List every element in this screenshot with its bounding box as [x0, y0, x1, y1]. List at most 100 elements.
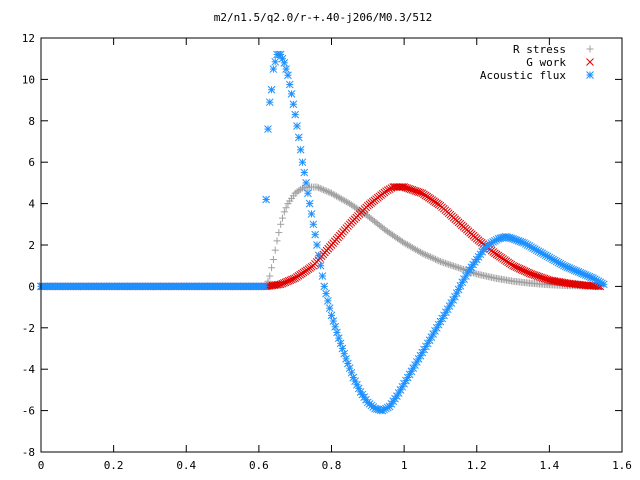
series-g-work: [37, 183, 605, 291]
data-point: [271, 246, 279, 254]
data-point: [460, 265, 468, 273]
legend-marker: [586, 45, 594, 53]
data-point: [313, 241, 321, 249]
data-point: [448, 262, 456, 270]
data-point: [298, 158, 307, 167]
data-point: [266, 272, 274, 280]
x-tick-label: 0.4: [176, 459, 196, 472]
x-tick-label: 1.6: [612, 459, 632, 472]
data-point: [321, 186, 329, 194]
y-tick-label: 12: [22, 32, 35, 45]
data-point: [458, 265, 466, 273]
data-point: [385, 185, 394, 193]
data-point: [336, 339, 345, 348]
data-point: [295, 187, 303, 195]
data-point: [423, 252, 431, 260]
x-tick-label: 1: [401, 459, 408, 472]
chart-title: m2/n1.5/q2.0/r-+.40-j206/M0.3/512: [214, 11, 433, 24]
y-tick-label: -4: [22, 363, 36, 376]
data-point: [427, 253, 435, 261]
data-point: [291, 110, 300, 119]
x-tick-label: 1.4: [539, 459, 559, 472]
data-point: [349, 373, 358, 382]
data-point: [438, 258, 446, 266]
x-tick-label: 0.8: [322, 459, 342, 472]
x-tick-label: 0.2: [104, 459, 124, 472]
data-point: [296, 145, 305, 154]
data-point: [284, 71, 292, 80]
x-tick-label: 0.6: [249, 459, 269, 472]
data-point: [269, 65, 278, 73]
data-point: [294, 133, 303, 142]
data-point: [436, 258, 444, 266]
data-point: [324, 297, 332, 305]
data-point: [599, 280, 608, 289]
data-point: [314, 251, 323, 260]
data-point: [319, 186, 327, 194]
y-tick-label: 8: [28, 115, 35, 128]
plot-frame: [40, 37, 623, 453]
y-tick-label: -6: [22, 405, 35, 418]
data-series: [37, 50, 608, 415]
data-point: [362, 395, 370, 404]
data-point: [418, 249, 426, 257]
data-point: [417, 248, 425, 256]
data-point: [569, 265, 577, 274]
data-point: [285, 80, 294, 89]
data-point: [440, 259, 448, 267]
data-point: [271, 57, 280, 66]
y-tick-label: 10: [22, 73, 35, 86]
data-point: [268, 264, 276, 272]
data-point: [318, 185, 326, 193]
data-point: [282, 65, 290, 73]
data-point: [325, 304, 334, 312]
data-point: [451, 263, 459, 271]
data-point: [277, 220, 285, 228]
data-point: [275, 229, 283, 237]
data-point: [382, 187, 390, 196]
data-point: [282, 204, 290, 212]
data-point: [278, 54, 287, 63]
legend-label: G work: [526, 56, 566, 69]
data-point: [428, 254, 436, 262]
y-tick-label: -2: [22, 322, 35, 335]
legend-label: R stress: [513, 43, 566, 56]
data-point: [315, 184, 323, 192]
data-point: [278, 214, 286, 222]
data-point: [265, 98, 274, 107]
data-point: [451, 292, 459, 301]
data-point: [455, 264, 463, 272]
legend-marker: [586, 71, 594, 79]
legend-label: Acoustic flux: [480, 69, 566, 82]
data-point: [331, 322, 339, 331]
data-point: [422, 251, 430, 259]
y-tick-label: 0: [28, 280, 35, 293]
data-point: [431, 255, 439, 263]
data-point: [273, 237, 281, 245]
legend-marker: [586, 58, 594, 66]
data-point: [302, 179, 310, 187]
series-acoustic-flux: [37, 50, 608, 415]
data-point: [322, 289, 330, 298]
data-point: [305, 199, 314, 208]
data-point: [291, 189, 299, 197]
data-point: [280, 208, 288, 216]
data-point: [267, 85, 276, 94]
data-point: [541, 251, 550, 260]
data-point: [280, 58, 289, 67]
data-point: [435, 257, 443, 265]
data-point: [318, 272, 327, 280]
data-point: [293, 122, 301, 130]
data-point: [289, 100, 298, 109]
data-point: [309, 220, 318, 229]
y-tick-label: 6: [28, 156, 35, 169]
data-point: [304, 189, 312, 198]
data-point: [323, 187, 331, 195]
data-point: [416, 351, 425, 360]
data-point: [398, 183, 407, 191]
data-point: [276, 50, 285, 59]
data-point: [333, 328, 341, 337]
x-tick-label: 0: [38, 459, 45, 472]
data-point: [420, 250, 428, 258]
